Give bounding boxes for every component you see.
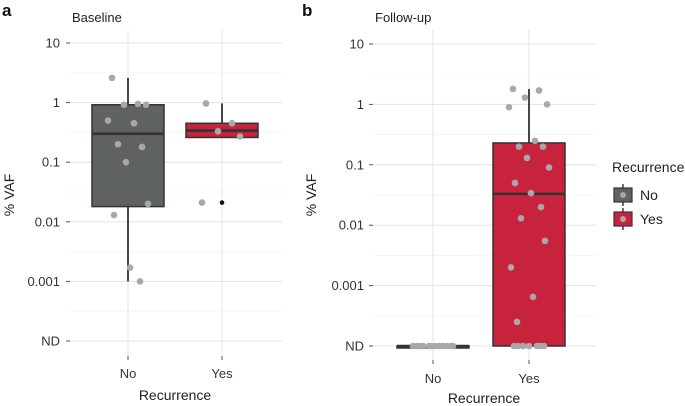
- panel-a-xlabel: Recurrence: [139, 387, 212, 403]
- data-point: [509, 85, 517, 93]
- data-point: [531, 137, 539, 145]
- panel-b: b Follow-up % VAF Recurrence: [302, 1, 520, 406]
- y-tick-label: 0.1: [42, 155, 60, 170]
- data-point: [144, 200, 152, 208]
- data-point: [138, 143, 146, 151]
- legend-key-yes: [613, 208, 633, 230]
- data-point: [114, 140, 122, 148]
- box-body: [492, 142, 566, 347]
- x-tick-label: No: [425, 371, 442, 386]
- data-point: [104, 117, 112, 124]
- y-tick-label: 0.01: [339, 218, 364, 233]
- legend-key-no: [613, 184, 633, 206]
- data-point: [409, 342, 417, 350]
- data-point: [505, 103, 513, 111]
- y-tick-label: 1: [53, 95, 60, 110]
- data-point: [431, 342, 439, 350]
- data-point: [130, 119, 138, 127]
- data-point: [527, 189, 535, 197]
- data-point: [236, 133, 244, 140]
- data-point: [136, 278, 144, 285]
- panel-b-title: Follow-up: [375, 10, 431, 25]
- data-point: [515, 143, 523, 150]
- data-point: [415, 342, 423, 350]
- panel-a-letter: a: [2, 1, 12, 20]
- y-tick-label: 1: [357, 97, 364, 112]
- data-point: [529, 293, 537, 301]
- box-no: [91, 77, 165, 282]
- data-point: [536, 342, 544, 350]
- panel-a: a Baseline % VAF Recurrence: [1, 1, 211, 403]
- y-tick-label: 10: [46, 36, 60, 51]
- legend-key-point: [620, 216, 626, 222]
- y-tick-label: 0.001: [27, 274, 60, 289]
- x-tick-label: Yes: [518, 371, 540, 386]
- data-point: [514, 342, 522, 350]
- outlier-point: [219, 200, 225, 205]
- x-tick-label: No: [120, 366, 137, 381]
- panel-b-letter: b: [302, 1, 312, 20]
- panel-a-ylabel: % VAF: [1, 174, 17, 217]
- data-point: [541, 237, 549, 245]
- data-point: [507, 264, 515, 271]
- data-point: [519, 342, 527, 350]
- data-point: [517, 215, 525, 222]
- plot-area-a: 10 1 0.1 0.01 0.001 ND No Yes: [27, 30, 282, 381]
- data-point: [449, 342, 457, 350]
- panel-a-title: Baseline: [72, 10, 122, 25]
- data-point: [202, 100, 210, 107]
- data-point: [214, 127, 222, 135]
- panel-b-ylabel: % VAF: [303, 174, 319, 217]
- y-tick-label: 0.001: [331, 278, 364, 293]
- data-point: [126, 264, 134, 271]
- x-tick-label: Yes: [211, 366, 233, 381]
- legend-key-point: [620, 192, 626, 198]
- y-tick-label: 0.01: [35, 214, 60, 229]
- data-point: [523, 154, 531, 162]
- data-point: [134, 100, 142, 108]
- data-point: [122, 158, 130, 166]
- legend-title: Recurrence: [612, 159, 685, 175]
- box-body: [91, 104, 165, 208]
- legend-label-yes: Yes: [640, 211, 663, 227]
- data-point: [443, 342, 451, 350]
- data-point: [110, 211, 118, 219]
- data-point: [545, 164, 553, 171]
- data-point: [525, 342, 533, 350]
- data-point: [198, 199, 206, 206]
- y-tick-label: ND: [345, 339, 364, 354]
- box-yes: [492, 88, 566, 347]
- data-point: [228, 119, 236, 127]
- data-point: [539, 143, 547, 150]
- data-point: [537, 203, 545, 211]
- data-point: [543, 101, 551, 108]
- panel-b-xlabel: Recurrence: [448, 390, 521, 406]
- data-point: [120, 101, 128, 109]
- data-point: [521, 94, 529, 101]
- data-point: [108, 74, 116, 82]
- plot-area-b: 10 1 0.1 0.01 0.001 ND No Yes: [331, 30, 596, 386]
- legend-label-no: No: [640, 187, 658, 203]
- y-tick-label: ND: [41, 334, 60, 349]
- data-point: [535, 87, 543, 94]
- legend: Recurrence No Yes: [612, 159, 685, 230]
- y-tick-label: 0.1: [346, 157, 364, 172]
- data-point: [511, 179, 519, 187]
- data-point: [513, 318, 521, 326]
- y-tick-label: 10: [350, 37, 364, 52]
- data-point: [142, 101, 150, 109]
